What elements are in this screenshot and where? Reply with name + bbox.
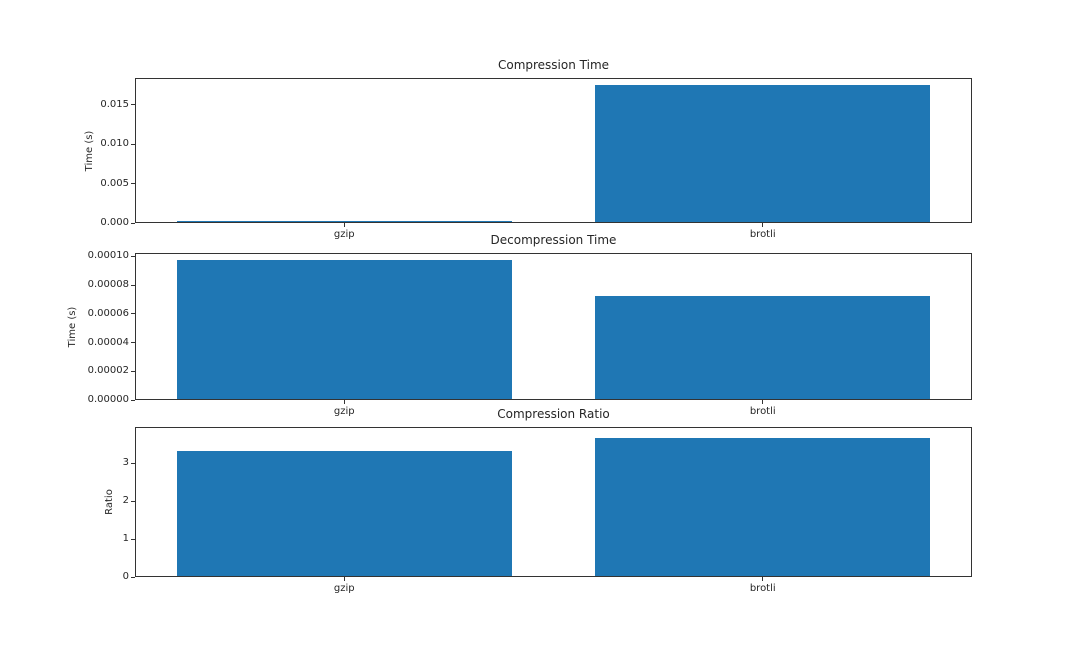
x-tick-mark bbox=[762, 400, 764, 404]
x-tick-mark bbox=[343, 577, 345, 581]
y-tick-mark bbox=[131, 462, 135, 464]
y-tick-label: 3 bbox=[122, 457, 129, 469]
y-tick-label: 0.015 bbox=[100, 98, 129, 110]
y-tick-label: 0.00000 bbox=[87, 394, 129, 405]
plot-area bbox=[135, 253, 972, 400]
bar-gzip bbox=[176, 450, 512, 577]
bar-gzip bbox=[176, 260, 512, 400]
y-axis-label: Time (s) bbox=[67, 306, 78, 347]
plot-area bbox=[135, 78, 972, 223]
y-tick-mark bbox=[131, 342, 135, 344]
x-tick-mark bbox=[343, 400, 345, 404]
y-tick-label: 2 bbox=[122, 495, 129, 507]
y-tick-label: 0.00010 bbox=[87, 250, 129, 262]
x-tick-label: gzip bbox=[333, 406, 355, 417]
y-tick-label: 0 bbox=[122, 571, 129, 582]
y-tick-label: 0.00002 bbox=[87, 365, 129, 377]
y-tick-mark bbox=[131, 370, 135, 372]
y-axis-label: Ratio bbox=[104, 489, 115, 515]
bar-gzip bbox=[176, 221, 512, 223]
y-tick-mark bbox=[131, 104, 135, 106]
y-tick-label: 0.000 bbox=[100, 217, 129, 228]
plot-area bbox=[135, 427, 972, 577]
bar-brotli bbox=[595, 84, 931, 223]
y-axis-label: Time (s) bbox=[84, 130, 95, 171]
y-tick-mark bbox=[131, 222, 135, 224]
chart-title: Decompression Time bbox=[490, 233, 617, 247]
y-tick-label: 1 bbox=[122, 533, 129, 545]
bar-brotli bbox=[595, 295, 931, 400]
x-tick-label: brotli bbox=[749, 406, 776, 417]
x-tick-label: brotli bbox=[749, 229, 776, 240]
y-tick-mark bbox=[131, 284, 135, 286]
y-tick-label: 0.00004 bbox=[87, 336, 129, 348]
chart-title: Compression Ratio bbox=[497, 407, 610, 421]
x-tick-mark bbox=[762, 223, 764, 227]
y-tick-label: 0.005 bbox=[100, 177, 129, 189]
y-tick-mark bbox=[131, 576, 135, 578]
x-tick-label: gzip bbox=[333, 229, 355, 240]
bar-brotli bbox=[595, 438, 931, 577]
x-tick-label: gzip bbox=[333, 583, 355, 594]
y-tick-mark bbox=[131, 255, 135, 257]
y-tick-label: 0.00008 bbox=[87, 279, 129, 291]
y-tick-mark bbox=[131, 500, 135, 502]
y-tick-mark bbox=[131, 399, 135, 401]
x-tick-label: brotli bbox=[749, 583, 776, 594]
y-tick-mark bbox=[131, 313, 135, 315]
x-tick-mark bbox=[762, 577, 764, 581]
y-tick-mark bbox=[131, 143, 135, 145]
x-tick-mark bbox=[343, 223, 345, 227]
y-tick-label: 0.00006 bbox=[87, 307, 129, 319]
y-tick-mark bbox=[131, 183, 135, 185]
chart-title: Compression Time bbox=[497, 58, 610, 72]
y-tick-label: 0.010 bbox=[100, 138, 129, 150]
y-tick-mark bbox=[131, 538, 135, 540]
